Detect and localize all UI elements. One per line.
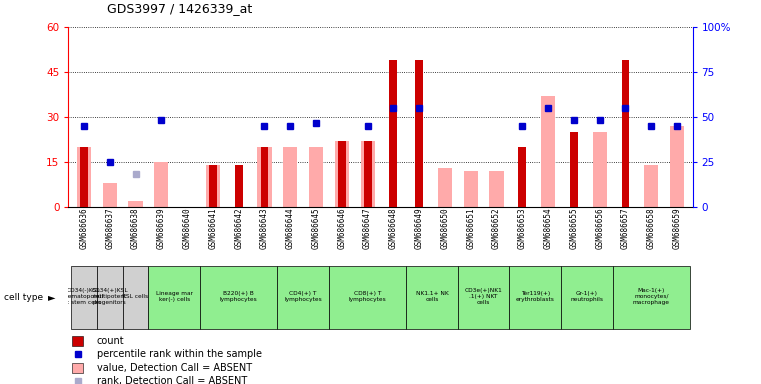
Bar [257, 147, 272, 207]
Text: GSM686649: GSM686649 [415, 207, 424, 249]
Text: GSM686650: GSM686650 [441, 207, 450, 249]
Bar [129, 201, 142, 207]
Bar [235, 165, 243, 207]
Bar [541, 96, 556, 207]
Bar [77, 147, 91, 207]
Text: NK1.1+ NK
cells: NK1.1+ NK cells [416, 291, 448, 302]
Text: GSM686639: GSM686639 [157, 207, 166, 249]
Bar [283, 147, 298, 207]
Text: GSM686658: GSM686658 [647, 207, 656, 249]
Bar [209, 165, 217, 207]
Bar [438, 168, 452, 207]
Text: CD34(-)KSL
hematopoieti
c stem cells: CD34(-)KSL hematopoieti c stem cells [65, 288, 103, 305]
Bar [80, 147, 88, 207]
Bar [205, 165, 220, 207]
Bar [335, 141, 349, 207]
Bar [329, 266, 406, 329]
Bar [561, 266, 613, 329]
Text: CD4(+) T
lymphocytes: CD4(+) T lymphocytes [285, 291, 322, 302]
Text: CD8(+) T
lymphocytes: CD8(+) T lymphocytes [349, 291, 387, 302]
Text: GSM686652: GSM686652 [492, 207, 501, 249]
Text: Ter119(+)
erythroblasts: Ter119(+) erythroblasts [516, 291, 555, 302]
Text: ►: ► [48, 293, 56, 303]
Bar [416, 60, 423, 207]
Text: GSM686653: GSM686653 [517, 207, 527, 249]
Text: CD34(+)KSL
multipotent
progenitors: CD34(+)KSL multipotent progenitors [91, 288, 128, 305]
Text: rank, Detection Call = ABSENT: rank, Detection Call = ABSENT [97, 376, 247, 384]
Text: GSM686643: GSM686643 [260, 207, 269, 249]
Text: percentile rank within the sample: percentile rank within the sample [97, 349, 262, 359]
Text: GSM686642: GSM686642 [234, 207, 244, 249]
Text: KSL cells: KSL cells [123, 294, 148, 299]
Bar [570, 132, 578, 207]
Text: GSM686648: GSM686648 [389, 207, 398, 249]
Bar [97, 266, 123, 329]
Bar [509, 266, 561, 329]
Text: GDS3997 / 1426339_at: GDS3997 / 1426339_at [107, 2, 252, 15]
Bar [622, 60, 629, 207]
Bar [361, 141, 374, 207]
Bar [338, 141, 345, 207]
Text: cell type: cell type [4, 293, 43, 302]
Bar [148, 266, 200, 329]
Text: GSM686641: GSM686641 [209, 207, 218, 249]
Text: B220(+) B
lymphocytes: B220(+) B lymphocytes [220, 291, 257, 302]
Text: GSM686651: GSM686651 [466, 207, 476, 249]
Bar [670, 126, 684, 207]
Text: Mac-1(+)
monocytes/
macrophage: Mac-1(+) monocytes/ macrophage [632, 288, 670, 305]
Text: GSM686657: GSM686657 [621, 207, 630, 249]
Text: GSM686637: GSM686637 [105, 207, 114, 249]
Bar [277, 266, 329, 329]
Text: GSM686647: GSM686647 [363, 207, 372, 249]
Text: GSM686656: GSM686656 [595, 207, 604, 249]
Bar [458, 266, 509, 329]
Bar [260, 147, 269, 207]
Text: count: count [97, 336, 124, 346]
Text: GSM686640: GSM686640 [183, 207, 192, 249]
Bar [613, 266, 690, 329]
Bar [71, 266, 97, 329]
Bar [200, 266, 277, 329]
Bar [154, 162, 168, 207]
Text: GSM686644: GSM686644 [285, 207, 295, 249]
Bar [489, 171, 504, 207]
Bar [518, 147, 526, 207]
Bar [103, 183, 117, 207]
Bar [309, 147, 323, 207]
Text: GSM686654: GSM686654 [543, 207, 552, 249]
Text: GSM686645: GSM686645 [311, 207, 320, 249]
Bar [406, 266, 458, 329]
Bar [72, 363, 84, 373]
Bar [593, 132, 607, 207]
Bar [364, 141, 371, 207]
Bar [463, 171, 478, 207]
Text: GSM686638: GSM686638 [131, 207, 140, 249]
Bar [72, 336, 84, 346]
Bar [390, 60, 397, 207]
Text: GSM686655: GSM686655 [569, 207, 578, 249]
Text: Gr-1(+)
neutrophils: Gr-1(+) neutrophils [570, 291, 603, 302]
Text: GSM686646: GSM686646 [337, 207, 346, 249]
Text: GSM686636: GSM686636 [79, 207, 88, 249]
Text: GSM686659: GSM686659 [673, 207, 682, 249]
Bar [644, 165, 658, 207]
Text: Lineage mar
ker(-) cells: Lineage mar ker(-) cells [156, 291, 193, 302]
Bar [123, 266, 148, 329]
Text: value, Detection Call = ABSENT: value, Detection Call = ABSENT [97, 363, 252, 373]
Text: CD3e(+)NK1
.1(+) NKT
cells: CD3e(+)NK1 .1(+) NKT cells [465, 288, 502, 305]
